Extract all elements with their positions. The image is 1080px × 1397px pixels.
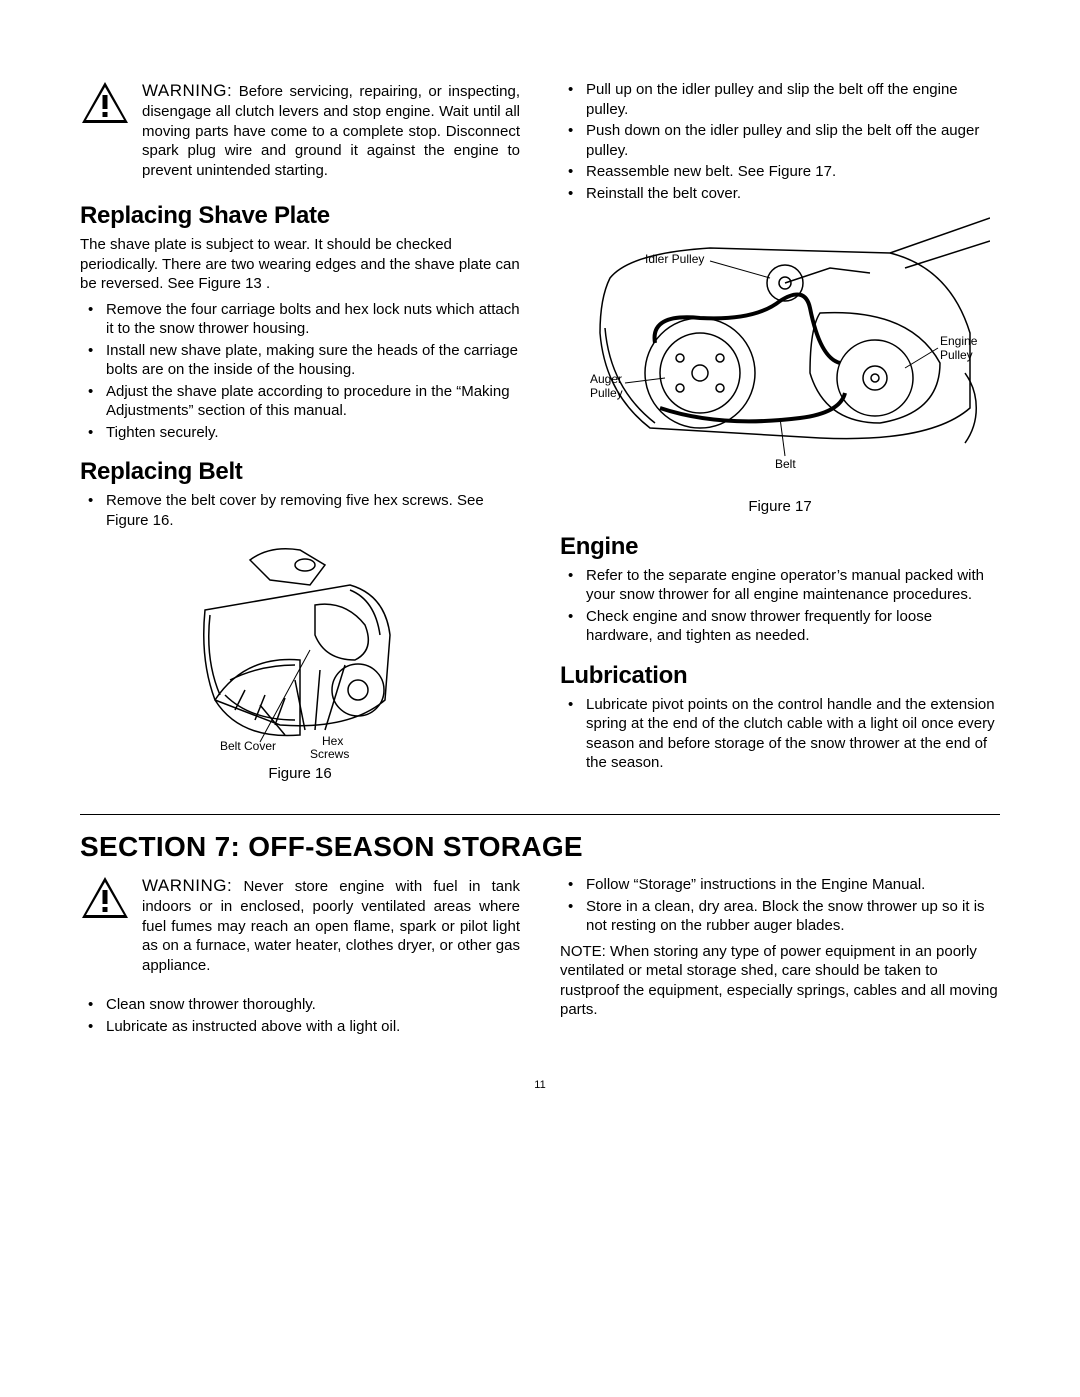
list-item: Store in a clean, dry area. Block the sn…: [586, 897, 1000, 936]
storage-right-list: Follow “Storage” instructions in the Eng…: [560, 875, 1000, 936]
figure-17-caption: Figure 17: [560, 497, 1000, 517]
figure-16-svg: Belt Cover Hex Screws: [150, 540, 450, 760]
figure-16-caption: Figure 16: [80, 764, 520, 784]
list-item: Remove the four carriage bolts and hex l…: [106, 300, 520, 339]
fig17-label-auger-pulley: Pulley: [590, 386, 623, 400]
right-column: Pull up on the idler pulley and slip the…: [560, 80, 1000, 790]
fig16-label-hex: Hex: [322, 734, 343, 748]
warning-icon: [80, 80, 130, 180]
belt-list: Remove the belt cover by removing five h…: [80, 491, 520, 530]
warning-text-2: WARNING: Never store engine with fuel in…: [142, 875, 520, 975]
fig17-label-idler: Idler Pulley: [645, 252, 704, 266]
list-item: Install new shave plate, making sure the…: [106, 341, 520, 380]
list-item: Clean snow thrower thoroughly.: [106, 995, 520, 1015]
lower-left-column: WARNING: Never store engine with fuel in…: [80, 875, 520, 1038]
list-item: Push down on the idler pulley and slip t…: [586, 121, 1000, 160]
list-item: Pull up on the idler pulley and slip the…: [586, 80, 1000, 119]
list-item: Reassemble new belt. See Figure 17.: [586, 162, 1000, 182]
warning-block-2: WARNING: Never store engine with fuel in…: [80, 875, 520, 975]
list-item: Adjust the shave plate according to proc…: [106, 382, 520, 421]
warning-label: WARNING:: [142, 81, 232, 100]
list-item: Lubricate as instructed above with a lig…: [106, 1017, 520, 1037]
warning-label: WARNING:: [142, 876, 232, 895]
lubrication-list: Lubricate pivot points on the control ha…: [560, 695, 1000, 773]
section-divider: [80, 814, 1000, 815]
heading-lubrication: Lubrication: [560, 660, 1000, 691]
shave-plate-list: Remove the four carriage bolts and hex l…: [80, 300, 520, 443]
fig16-label-screws: Screws: [310, 747, 349, 760]
engine-list: Refer to the separate engine operator’s …: [560, 566, 1000, 646]
upper-columns: WARNING: Before servicing, repairing, or…: [80, 80, 1000, 790]
fig16-label-belt-cover: Belt Cover: [220, 739, 276, 753]
heading-belt: Replacing Belt: [80, 456, 520, 487]
lower-columns: WARNING: Never store engine with fuel in…: [80, 875, 1000, 1038]
fig17-label-engine-pulley: Pulley: [940, 348, 973, 362]
warning-icon: [80, 875, 130, 975]
figure-17: Idler Pulley Auger Pulley Engine Pulley …: [560, 213, 1000, 517]
lower-right-column: Follow “Storage” instructions in the Eng…: [560, 875, 1000, 1038]
list-item: Remove the belt cover by removing five h…: [106, 491, 520, 530]
warning-block-1: WARNING: Before servicing, repairing, or…: [80, 80, 520, 180]
list-item: Refer to the separate engine operator’s …: [586, 566, 1000, 605]
fig17-label-engine: Engine: [940, 334, 978, 348]
left-column: WARNING: Before servicing, repairing, or…: [80, 80, 520, 790]
list-item: Check engine and snow thrower frequently…: [586, 607, 1000, 646]
figure-17-svg: Idler Pulley Auger Pulley Engine Pulley …: [570, 213, 990, 493]
heading-engine: Engine: [560, 531, 1000, 562]
storage-note: NOTE: When storing any type of power equ…: [560, 942, 1000, 1020]
section-7-heading: SECTION 7: OFF-SEASON STORAGE: [80, 829, 1000, 865]
heading-shave-plate: Replacing Shave Plate: [80, 200, 520, 231]
list-item: Reinstall the belt cover.: [586, 184, 1000, 204]
shave-plate-intro: The shave plate is subject to wear. It s…: [80, 235, 520, 294]
list-item: Lubricate pivot points on the control ha…: [586, 695, 1000, 773]
list-item: Tighten securely.: [106, 423, 520, 443]
fig17-label-auger: Auger: [590, 372, 622, 386]
page-number: 11: [80, 1078, 1000, 1092]
belt-steps-right: Pull up on the idler pulley and slip the…: [560, 80, 1000, 203]
fig17-label-belt: Belt: [775, 457, 796, 471]
storage-left-list: Clean snow thrower thoroughly. Lubricate…: [80, 995, 520, 1036]
warning-text-1: WARNING: Before servicing, repairing, or…: [142, 80, 520, 180]
list-item: Follow “Storage” instructions in the Eng…: [586, 875, 1000, 895]
figure-16: Belt Cover Hex Screws Figure 16: [80, 540, 520, 784]
